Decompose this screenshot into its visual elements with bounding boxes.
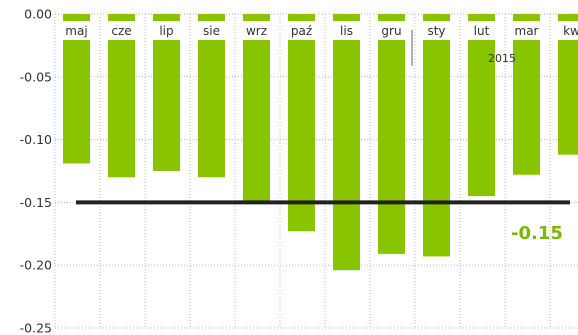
category-label-bg <box>241 21 272 40</box>
category-label: gru <box>381 24 401 38</box>
category-label-bg <box>556 21 578 40</box>
bar-mar <box>513 14 540 175</box>
reference-line-label: -0.15 <box>511 223 563 244</box>
category-label-bg <box>151 21 182 40</box>
y-tick-label: -0.25 <box>20 321 52 335</box>
grid-lines <box>54 13 578 329</box>
category-label: cze <box>111 24 131 38</box>
category-label: sty <box>427 24 445 38</box>
bar-lut <box>468 14 495 197</box>
category-label: lut <box>474 24 490 38</box>
bar-wrz <box>243 14 270 202</box>
bar-kw <box>558 14 578 155</box>
category-label-bg <box>61 21 92 40</box>
category-labels: maj cze lip sie wrz paź lis gru sty lut mar kw <box>61 21 578 40</box>
bar-sty <box>423 14 450 257</box>
bars <box>63 14 578 271</box>
bar-cze <box>108 14 135 178</box>
year-label: 2015 <box>488 52 516 65</box>
bar-gru <box>378 14 405 254</box>
category-label: maj <box>65 24 87 38</box>
category-label-bg <box>376 21 407 40</box>
category-label-bg <box>196 21 227 40</box>
category-label: paź <box>291 24 312 38</box>
bar-sie <box>198 14 225 178</box>
bar-lis <box>333 14 360 271</box>
category-label-bg <box>511 21 542 40</box>
category-label-bg <box>466 21 497 40</box>
category-label: sie <box>203 24 220 38</box>
category-label-bg <box>421 21 452 40</box>
category-label-bg <box>331 21 362 40</box>
category-label: mar <box>515 24 539 38</box>
category-label-bg <box>286 21 317 40</box>
y-tick-label: -0.10 <box>20 132 52 147</box>
y-axis-tick-labels: 0.00 -0.05 -0.10 -0.15 -0.20 -0.25 <box>20 7 52 335</box>
category-label: kw <box>563 24 578 38</box>
y-tick-label: 0.00 <box>24 7 52 22</box>
y-tick-label: -0.05 <box>20 69 52 84</box>
category-label-bg <box>106 21 137 40</box>
bar-paź <box>288 14 315 232</box>
category-label: wrz <box>246 24 267 38</box>
y-tick-label: -0.20 <box>20 258 52 273</box>
bar-lip <box>153 14 180 171</box>
y-tick-label: -0.15 <box>20 195 52 210</box>
category-label: lis <box>340 24 353 38</box>
category-label: lip <box>159 24 173 38</box>
